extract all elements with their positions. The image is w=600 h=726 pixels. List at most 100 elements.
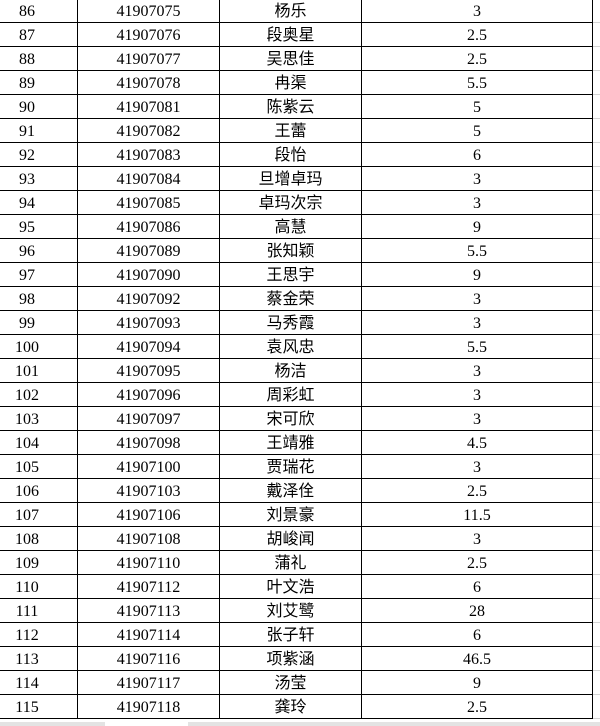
cell-name[interactable]: 周彩虹 bbox=[219, 383, 361, 407]
cell-no[interactable]: 94 bbox=[0, 191, 77, 215]
cell-score[interactable]: 3 bbox=[361, 359, 593, 383]
cell-score[interactable]: 9 bbox=[361, 263, 593, 287]
cell-score[interactable]: 3 bbox=[361, 0, 593, 23]
cell-student-id[interactable]: 41907081 bbox=[77, 95, 219, 119]
cell-name[interactable]: 项紫涵 bbox=[219, 647, 361, 671]
cell-name[interactable]: 宋可欣 bbox=[219, 407, 361, 431]
cell-student-id[interactable]: 41907075 bbox=[77, 0, 219, 23]
cell-empty[interactable] bbox=[593, 455, 600, 479]
cell-name[interactable]: 吴思佳 bbox=[219, 47, 361, 71]
cell-student-id[interactable]: 41907089 bbox=[77, 239, 219, 263]
cell-name[interactable]: 张子轩 bbox=[219, 623, 361, 647]
cell-empty[interactable] bbox=[593, 119, 600, 143]
cell-empty[interactable] bbox=[593, 263, 600, 287]
cell-score[interactable]: 3 bbox=[361, 407, 593, 431]
cell-name[interactable]: 叶文浩 bbox=[219, 575, 361, 599]
cell-name[interactable]: 段奥星 bbox=[219, 23, 361, 47]
cell-name[interactable]: 汤莹 bbox=[219, 671, 361, 695]
cell-empty[interactable] bbox=[593, 0, 600, 23]
cell-empty[interactable] bbox=[593, 647, 600, 671]
cell-score[interactable]: 5.5 bbox=[361, 335, 593, 359]
cell-empty[interactable] bbox=[593, 47, 600, 71]
cell-no[interactable]: 107 bbox=[0, 503, 77, 527]
cell-empty[interactable] bbox=[593, 479, 600, 503]
cell-score[interactable]: 5.5 bbox=[361, 71, 593, 95]
cell-empty[interactable] bbox=[593, 599, 600, 623]
cell-no[interactable]: 101 bbox=[0, 359, 77, 383]
cell-student-id[interactable]: 41907082 bbox=[77, 119, 219, 143]
cell-no[interactable]: 108 bbox=[0, 527, 77, 551]
cell-name[interactable]: 胡峻闻 bbox=[219, 527, 361, 551]
cell-student-id[interactable]: 41907092 bbox=[77, 287, 219, 311]
cell-empty[interactable] bbox=[593, 623, 600, 647]
cell-no[interactable]: 90 bbox=[0, 95, 77, 119]
cell-student-id[interactable]: 41907110 bbox=[77, 551, 219, 575]
cell-student-id[interactable]: 41907108 bbox=[77, 527, 219, 551]
cell-empty[interactable] bbox=[593, 359, 600, 383]
cell-no[interactable]: 105 bbox=[0, 455, 77, 479]
cell-score[interactable]: 3 bbox=[361, 455, 593, 479]
cell-score[interactable]: 9 bbox=[361, 671, 593, 695]
cell-score[interactable]: 2.5 bbox=[361, 695, 593, 719]
cell-score[interactable]: 3 bbox=[361, 167, 593, 191]
cell-empty[interactable] bbox=[593, 143, 600, 167]
cell-name[interactable]: 袁风忠 bbox=[219, 335, 361, 359]
cell-no[interactable]: 86 bbox=[0, 0, 77, 23]
cell-score[interactable]: 5 bbox=[361, 95, 593, 119]
cell-score[interactable]: 3 bbox=[361, 287, 593, 311]
cell-no[interactable]: 98 bbox=[0, 287, 77, 311]
cell-empty[interactable] bbox=[593, 431, 600, 455]
cell-name[interactable]: 刘艾鹭 bbox=[219, 599, 361, 623]
cell-student-id[interactable]: 41907114 bbox=[77, 623, 219, 647]
cell-score[interactable]: 5.5 bbox=[361, 239, 593, 263]
cell-name[interactable]: 蒲礼 bbox=[219, 551, 361, 575]
cell-name[interactable]: 王思宇 bbox=[219, 263, 361, 287]
cell-name[interactable]: 张知颖 bbox=[219, 239, 361, 263]
cell-student-id[interactable]: 41907112 bbox=[77, 575, 219, 599]
cell-score[interactable]: 46.5 bbox=[361, 647, 593, 671]
cell-name[interactable]: 卓玛次宗 bbox=[219, 191, 361, 215]
cell-empty[interactable] bbox=[593, 407, 600, 431]
cell-student-id[interactable]: 41907095 bbox=[77, 359, 219, 383]
cell-no[interactable]: 110 bbox=[0, 575, 77, 599]
cell-score[interactable]: 3 bbox=[361, 383, 593, 407]
cell-student-id[interactable]: 41907084 bbox=[77, 167, 219, 191]
cell-no[interactable]: 106 bbox=[0, 479, 77, 503]
cell-student-id[interactable]: 41907086 bbox=[77, 215, 219, 239]
cell-name[interactable]: 贾瑞花 bbox=[219, 455, 361, 479]
cell-name[interactable]: 马秀霞 bbox=[219, 311, 361, 335]
cell-student-id[interactable]: 41907106 bbox=[77, 503, 219, 527]
cell-empty[interactable] bbox=[593, 23, 600, 47]
cell-student-id[interactable]: 41907103 bbox=[77, 479, 219, 503]
cell-student-id[interactable]: 41907118 bbox=[77, 695, 219, 719]
cell-empty[interactable] bbox=[593, 383, 600, 407]
cell-student-id[interactable]: 41907076 bbox=[77, 23, 219, 47]
horizontal-scrollbar[interactable] bbox=[0, 720, 600, 726]
cell-student-id[interactable]: 41907085 bbox=[77, 191, 219, 215]
cell-student-id[interactable]: 41907096 bbox=[77, 383, 219, 407]
cell-empty[interactable] bbox=[593, 167, 600, 191]
cell-name[interactable]: 旦增卓玛 bbox=[219, 167, 361, 191]
cell-name[interactable]: 蔡金荣 bbox=[219, 287, 361, 311]
cell-empty[interactable] bbox=[593, 671, 600, 695]
cell-empty[interactable] bbox=[593, 311, 600, 335]
cell-empty[interactable] bbox=[593, 239, 600, 263]
cell-score[interactable]: 3 bbox=[361, 527, 593, 551]
cell-no[interactable]: 115 bbox=[0, 695, 77, 719]
cell-name[interactable]: 段怡 bbox=[219, 143, 361, 167]
cell-score[interactable]: 11.5 bbox=[361, 503, 593, 527]
cell-name[interactable]: 王蕾 bbox=[219, 119, 361, 143]
cell-score[interactable]: 5 bbox=[361, 119, 593, 143]
cell-name[interactable]: 冉渠 bbox=[219, 71, 361, 95]
cell-score[interactable]: 3 bbox=[361, 191, 593, 215]
cell-student-id[interactable]: 41907117 bbox=[77, 671, 219, 695]
cell-no[interactable]: 87 bbox=[0, 23, 77, 47]
cell-empty[interactable] bbox=[593, 695, 600, 719]
cell-empty[interactable] bbox=[593, 95, 600, 119]
cell-score[interactable]: 6 bbox=[361, 575, 593, 599]
cell-score[interactable]: 2.5 bbox=[361, 479, 593, 503]
cell-no[interactable]: 96 bbox=[0, 239, 77, 263]
cell-empty[interactable] bbox=[593, 191, 600, 215]
cell-empty[interactable] bbox=[593, 287, 600, 311]
cell-no[interactable]: 88 bbox=[0, 47, 77, 71]
